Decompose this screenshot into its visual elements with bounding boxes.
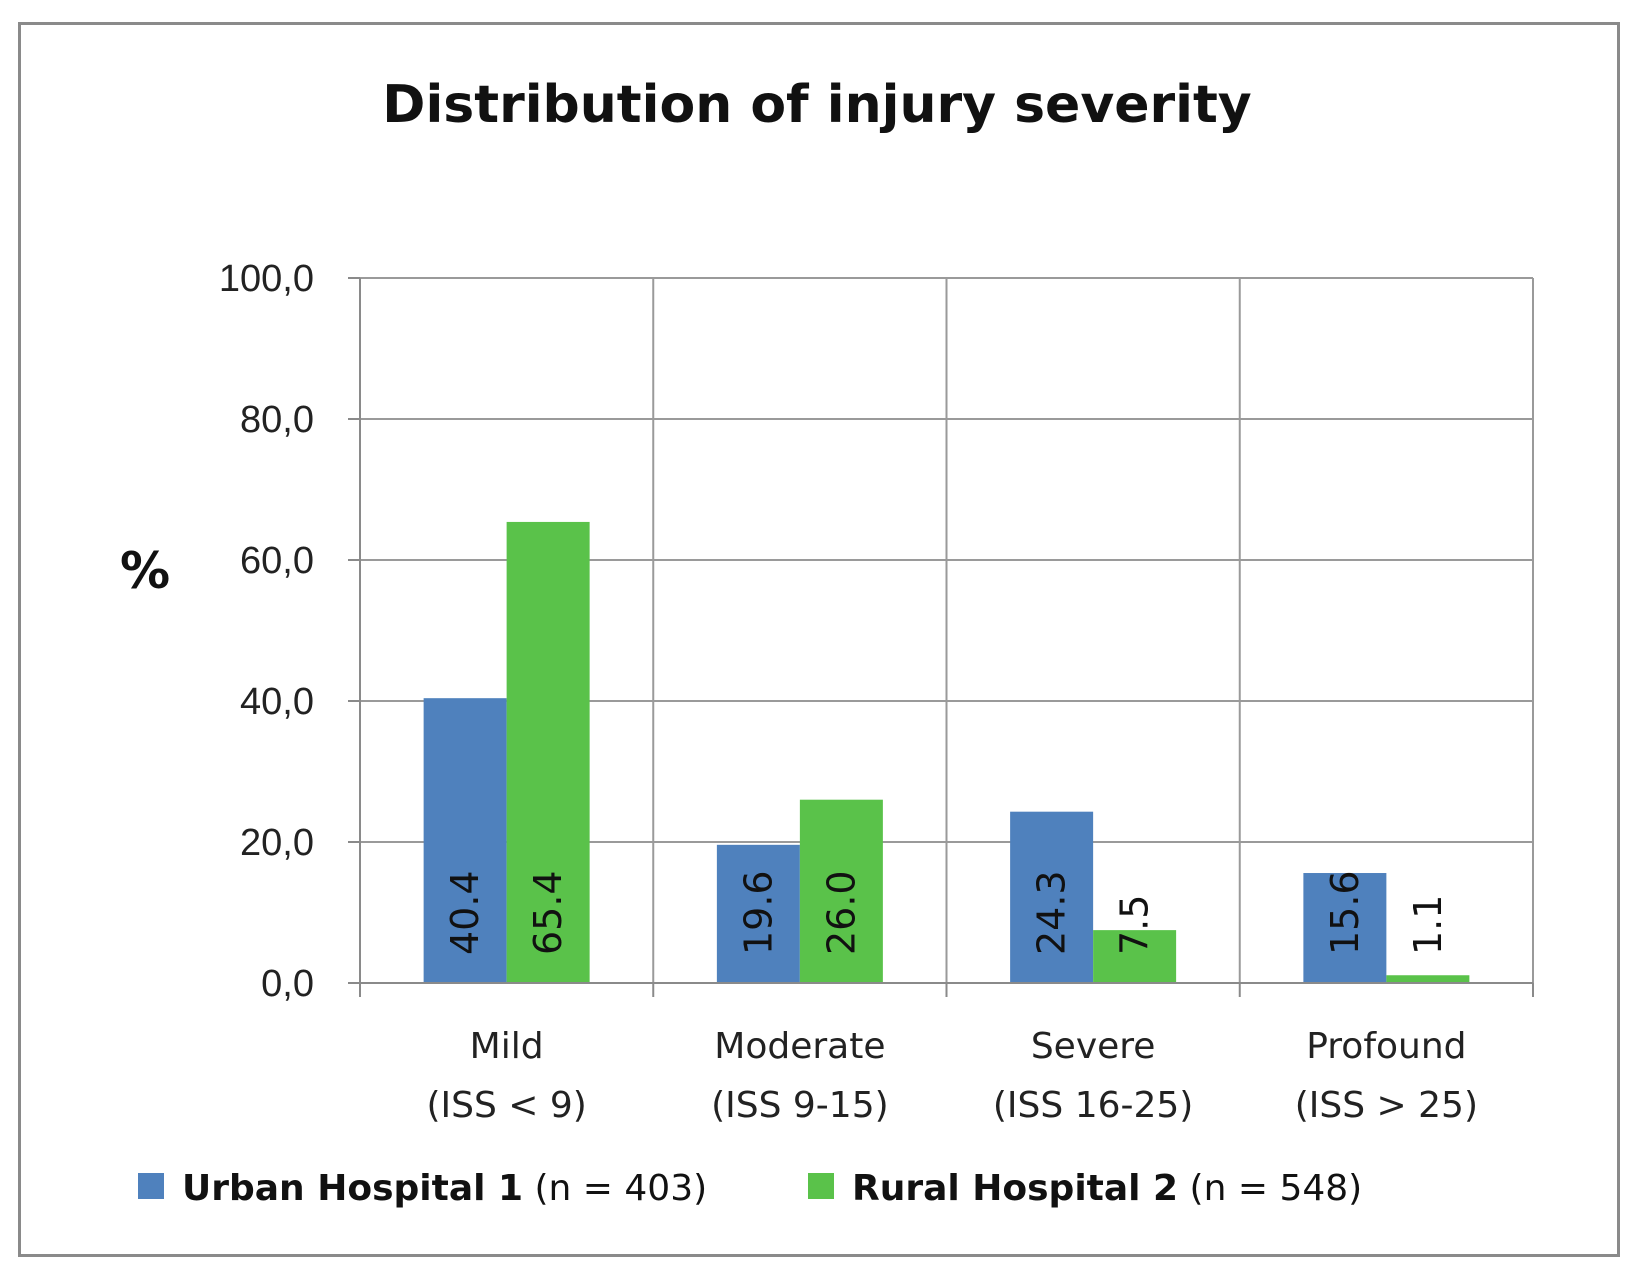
data-label: 24.3 xyxy=(1030,870,1074,955)
legend-label: Urban Hospital 1 (n = 403) xyxy=(182,1168,707,1209)
bar-2-1 xyxy=(506,521,590,983)
bar-2-2 xyxy=(799,799,883,983)
x-tick-label: Severe xyxy=(1031,1026,1156,1067)
x-tick-label: Moderate xyxy=(714,1026,885,1067)
data-label: 7.5 xyxy=(1113,895,1157,955)
x-tick-label: (ISS < 9) xyxy=(426,1085,586,1126)
x-tick-label: (ISS 16-25) xyxy=(993,1085,1193,1126)
chart-frame xyxy=(18,22,1620,1257)
legend: Urban Hospital 1 (n = 403) Rural Hospital… xyxy=(138,1168,1362,1209)
y-tick-label: 80,0 xyxy=(240,399,314,441)
y-tick-label: 60,0 xyxy=(240,540,314,582)
legend-label: Rural Hospital 2 (n = 548) xyxy=(852,1168,1362,1209)
legend-n-label: (n = 548) xyxy=(1178,1168,1362,1209)
x-tick-label: Profound xyxy=(1306,1026,1466,1067)
legend-n-label: (n = 403) xyxy=(523,1168,707,1209)
y-tick-label: 40,0 xyxy=(240,681,314,723)
legend-swatch xyxy=(138,1173,164,1199)
bar-1-2 xyxy=(716,844,800,983)
bars xyxy=(423,521,1470,983)
y-tick-label: 0,0 xyxy=(261,963,314,1005)
bar-1-4 xyxy=(1303,873,1387,983)
data-label: 26.0 xyxy=(819,870,863,955)
bar-1-1 xyxy=(423,698,507,983)
data-labels: 40.4 65.4 19.6 26.0 24.3 7.5 15.6 1.1 xyxy=(443,870,1450,955)
x-tick-label: (ISS > 25) xyxy=(1295,1085,1478,1126)
legend-swatch xyxy=(808,1173,834,1199)
bar-2-3 xyxy=(1093,930,1177,983)
bar-1-3 xyxy=(1010,811,1094,983)
chart-title: Distribution of injury severity xyxy=(382,75,1251,135)
y-axis-label: % xyxy=(120,542,170,600)
x-tick-label: Mild xyxy=(470,1026,544,1067)
data-label: 1.1 xyxy=(1406,895,1450,955)
data-label: 40.4 xyxy=(443,870,487,955)
x-tick-label: (ISS 9-15) xyxy=(711,1085,889,1126)
data-label: 65.4 xyxy=(526,870,570,955)
axes: 0,0 20,0 40,0 60,0 80,0 100,0 Mild (ISS < 9) Mod… xyxy=(219,258,1534,1126)
data-label: 15.6 xyxy=(1323,870,1367,955)
y-tick-label: 100,0 xyxy=(219,258,314,300)
data-label: 19.6 xyxy=(736,870,780,955)
y-tick-label: 20,0 xyxy=(240,822,314,864)
bar-2-4 xyxy=(1386,975,1470,983)
